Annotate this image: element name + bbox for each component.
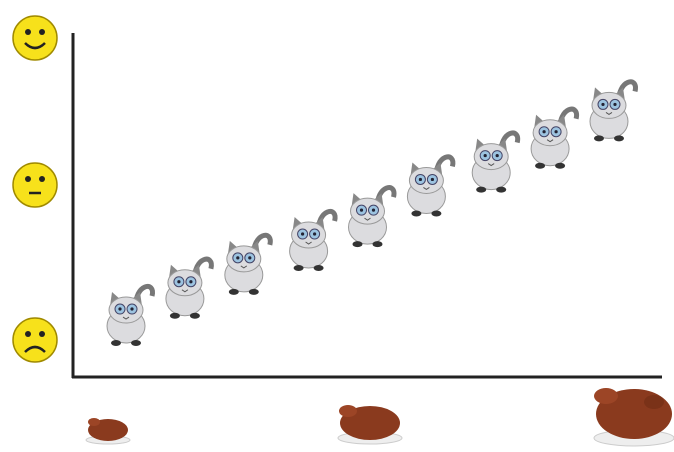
cat-point: [106, 284, 155, 347]
neutral-face-icon: [12, 162, 58, 208]
cat-point: [165, 256, 214, 319]
cat-point: [289, 208, 338, 272]
small-turkey-icon: [85, 418, 131, 445]
sad-face-icon: [12, 317, 58, 363]
cat-point: [530, 106, 579, 169]
large-turkey-icon: [593, 388, 674, 447]
happy-face-icon: [12, 15, 58, 61]
medium-turkey-icon: [337, 405, 403, 445]
cat-point: [589, 79, 638, 142]
cat-point: [348, 185, 397, 248]
cat-point: [224, 232, 273, 295]
cat-point: [406, 154, 456, 217]
cat-point: [471, 130, 521, 193]
